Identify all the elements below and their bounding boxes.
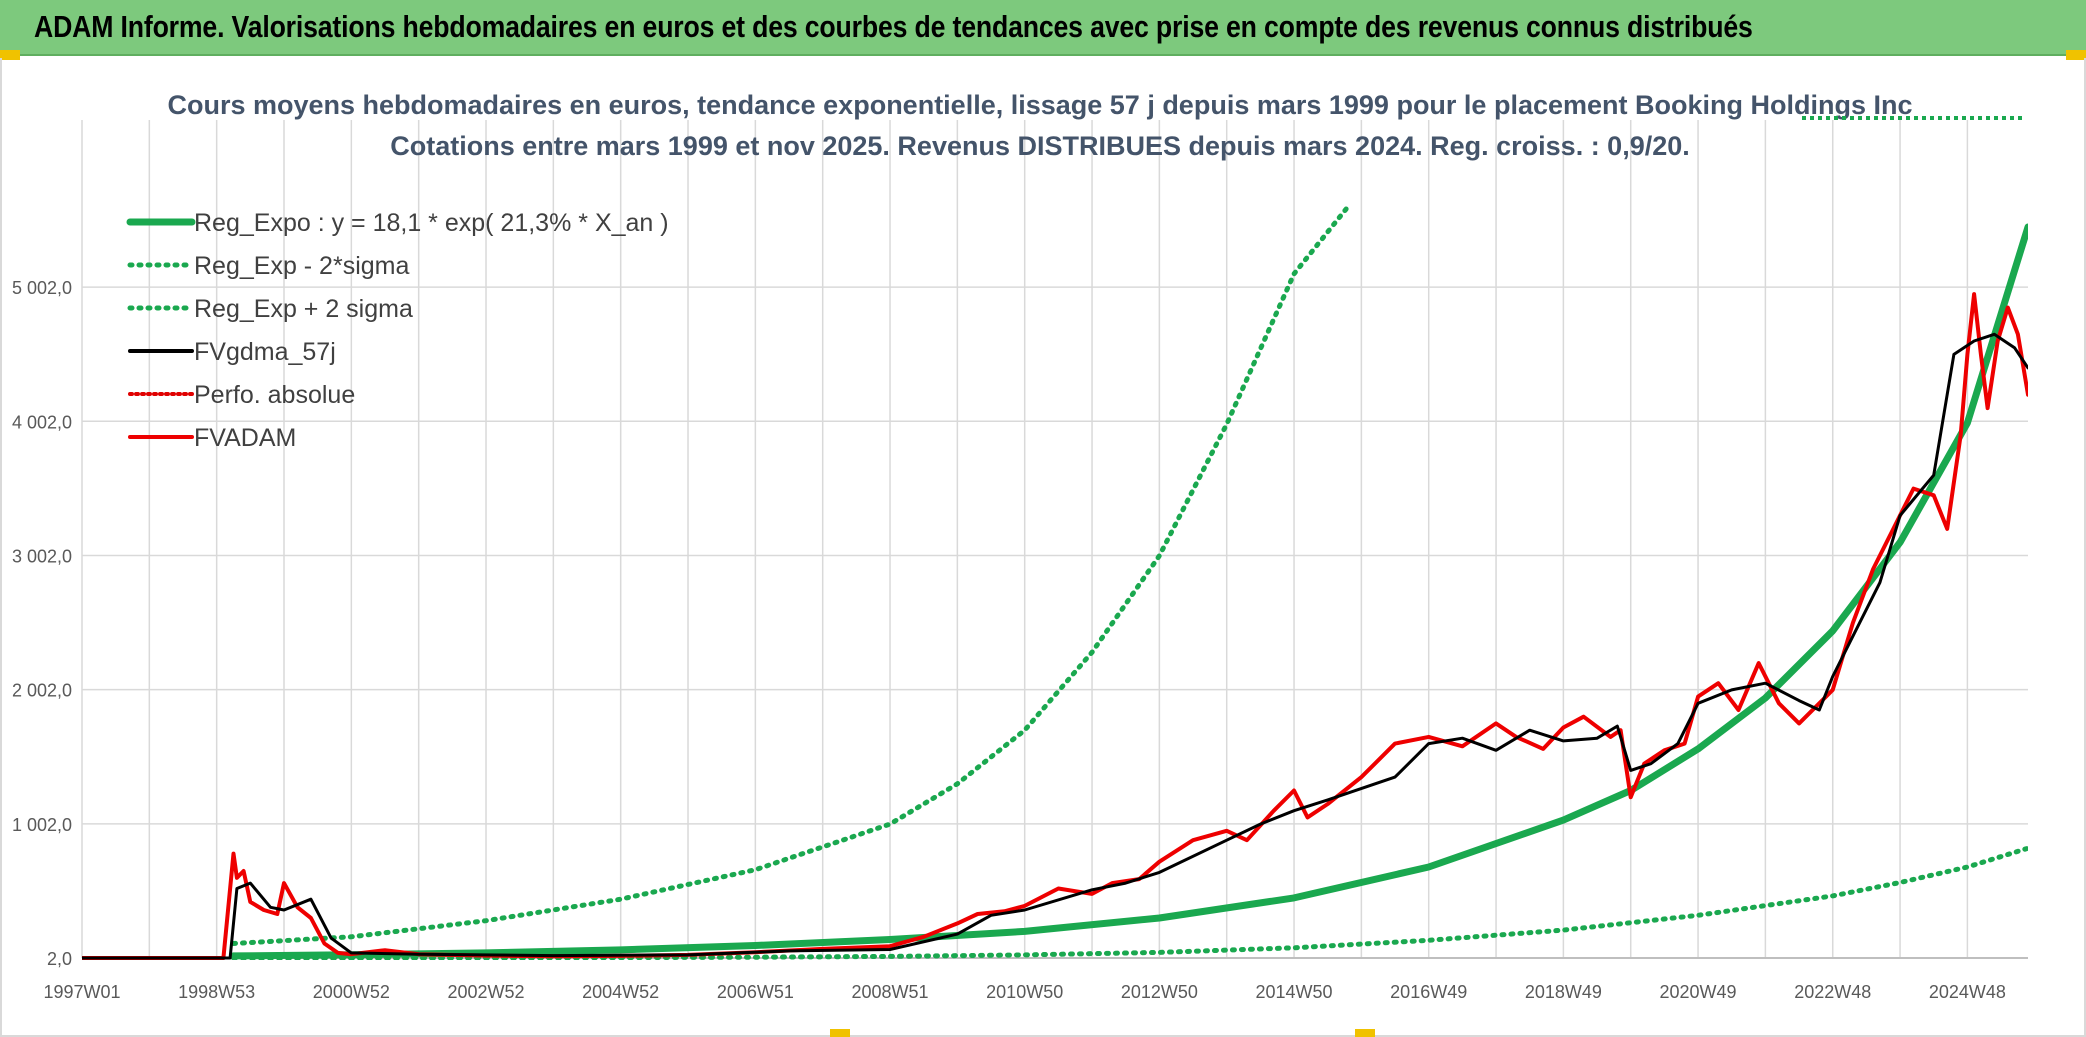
bottom-marker-right: [1355, 1029, 1375, 1037]
legend-label: FVADAM: [194, 424, 296, 452]
legend-label: Perfo. absolue: [194, 381, 355, 409]
legend-label: Reg_Exp + 2 sigma: [194, 295, 413, 323]
x-tick-label: 2010W50: [986, 982, 1063, 1002]
grid-lines: [81, 120, 2028, 959]
x-axis-ticks: 1997W01 1998W53 2000W52 2002W52 2004W52 2006W…: [43, 982, 2005, 1002]
x-tick-label: 2000W52: [313, 982, 390, 1002]
x-tick-label: 2004W52: [582, 982, 659, 1002]
x-tick-label: 2020W49: [1660, 982, 1737, 1002]
x-tick-label: 2006W51: [717, 982, 794, 1002]
x-tick-label: 2014W50: [1256, 982, 1333, 1002]
chart-frame: [0, 58, 2086, 1037]
y-tick-label: 5 002,0: [12, 278, 72, 298]
x-tick-label: 2022W48: [1794, 982, 1871, 1002]
legend-label: Reg_Expo : y = 18,1 * exp( 21,3% * X_an …: [194, 209, 669, 237]
chart-title: Cours moyens hebdomadaires en euros, ten…: [167, 90, 1912, 120]
y-tick-label: 1 002,0: [12, 815, 72, 835]
y-tick-label: 3 002,0: [12, 546, 72, 566]
x-tick-label: 2018W49: [1525, 982, 1602, 1002]
x-tick-label: 1997W01: [43, 982, 120, 1002]
bottom-marker-left: [830, 1029, 850, 1037]
series-line-2: [231, 204, 1351, 946]
series-line-0: [230, 223, 2028, 960]
x-tick-label: 2002W52: [447, 982, 524, 1002]
y-axis-ticks: 2,0 1 002,0 2 002,0 3 002,0 4 002,0 5 002,0: [12, 278, 72, 969]
series-line-3: [82, 332, 2028, 960]
y-tick-label: 2,0: [47, 949, 72, 969]
chart-subtitle: Cotations entre mars 1999 et nov 2025. R…: [390, 131, 1690, 161]
x-tick-label: 2024W48: [1929, 982, 2006, 1002]
y-tick-label: 4 002,0: [12, 412, 72, 432]
series-line-1: [231, 845, 2028, 960]
legend-label: Reg_Exp - 2*sigma: [194, 252, 409, 280]
corner-marker-right: [2066, 50, 2086, 60]
x-tick-label: 1998W53: [178, 982, 255, 1002]
page-title: ADAM Informe. Valorisations hebdomadaire…: [34, 9, 1753, 44]
corner-marker-left: [0, 50, 20, 60]
header-banner: ADAM Informe. Valorisations hebdomadaire…: [0, 0, 2086, 56]
y-tick-label: 2 002,0: [12, 681, 72, 701]
x-tick-label: 2016W49: [1390, 982, 1467, 1002]
series-line-5: [82, 292, 2028, 960]
legend-label: FVgdma_57j: [194, 338, 336, 366]
x-tick-label: 2008W51: [851, 982, 928, 1002]
x-tick-label: 2012W50: [1121, 982, 1198, 1002]
chart-series: [82, 204, 2028, 960]
chart-legend: Reg_Expo : y = 18,1 * exp( 21,3% * X_an …: [126, 209, 669, 452]
